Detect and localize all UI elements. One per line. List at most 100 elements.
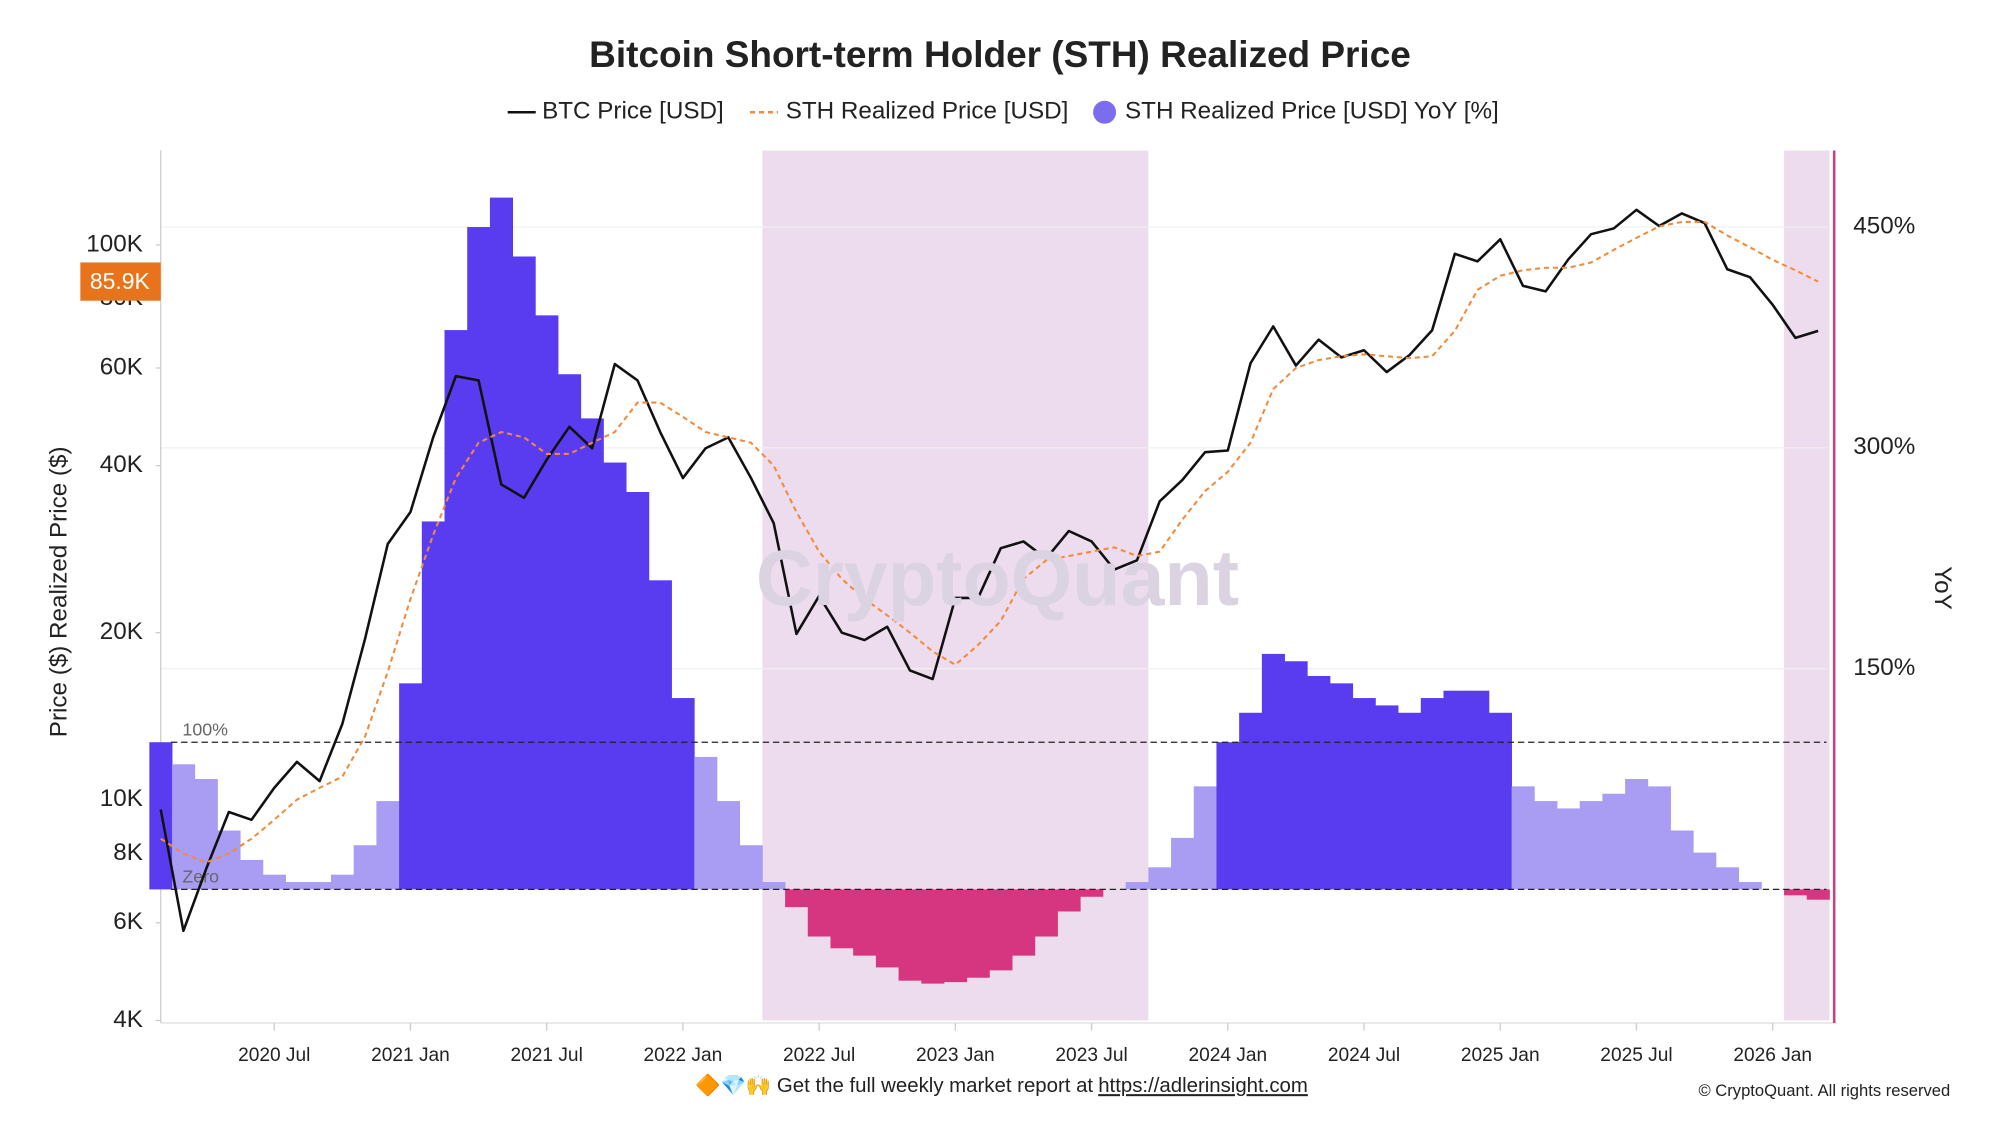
bar (1466, 690, 1490, 890)
bar (989, 889, 1013, 971)
x-tick-label: 2020 Jul (238, 1045, 310, 1066)
y2-axis-label: YoY (1929, 566, 1956, 610)
bar (648, 580, 672, 890)
y2-tick-label: 450% (1853, 212, 1915, 239)
shaded-range (1784, 150, 1830, 1021)
bar (1057, 889, 1081, 912)
y-tick-label: 10K (100, 785, 143, 812)
footer-text: 🔶💎🙌 Get the full weekly market report at (695, 1073, 1093, 1097)
bar (1647, 786, 1671, 890)
legend-label: BTC Price [USD] (542, 98, 724, 125)
bar (830, 889, 854, 949)
bar (1398, 712, 1422, 890)
bar (1738, 882, 1762, 890)
bar (467, 227, 491, 890)
copyright: © CryptoQuant. All rights reserved (1698, 1081, 1950, 1100)
watermark: CryptoQuant (756, 533, 1239, 622)
bar (626, 491, 650, 890)
bar (1806, 889, 1830, 900)
bar (1239, 712, 1263, 890)
bar (1670, 830, 1694, 890)
bar (1171, 837, 1195, 890)
y-tick-label: 100K (86, 230, 143, 257)
bar (194, 779, 218, 890)
bar (376, 801, 400, 890)
bar (240, 859, 264, 890)
y-tick-label: 8K (113, 839, 143, 866)
bar (921, 889, 945, 984)
bar (1511, 786, 1535, 890)
bar (172, 764, 196, 890)
bar (308, 882, 332, 890)
bar (535, 315, 559, 890)
bar (1488, 712, 1512, 890)
bar (285, 882, 309, 890)
bar (1693, 852, 1717, 890)
bar (603, 462, 627, 890)
bar (853, 889, 877, 956)
last-value-badge (80, 262, 161, 301)
y-tick-label: 40K (100, 451, 143, 478)
bar (716, 801, 741, 890)
bar (1375, 705, 1399, 890)
x-tick-label: 2023 Jan (916, 1045, 995, 1066)
y-tick-label: 4K (113, 1006, 143, 1033)
bar (1420, 698, 1444, 890)
y-tick-label: 60K (100, 353, 143, 380)
reference-label: 100% (182, 719, 228, 739)
bar (1034, 889, 1058, 937)
bar (262, 874, 286, 890)
x-tick-label: 2022 Jul (783, 1045, 855, 1066)
bar (1012, 889, 1036, 956)
x-tick-label: 2026 Jan (1733, 1045, 1812, 1066)
legend-label: STH Realized Price [USD] YoY [%] (1125, 98, 1499, 125)
bar (1784, 889, 1808, 896)
line-series (159, 208, 1819, 933)
y2-tick-label: 150% (1853, 654, 1915, 681)
bar (1329, 683, 1354, 890)
bar (1284, 661, 1308, 890)
x-tick-label: 2025 Jul (1600, 1045, 1672, 1066)
bar (399, 683, 423, 890)
bar (1261, 653, 1285, 890)
legend: BTC Price [USD] STH Realized Price [USD]… (507, 98, 1499, 125)
reference-label: Zero (182, 867, 219, 887)
bar (558, 374, 582, 890)
bar (944, 889, 968, 983)
bar (1125, 882, 1149, 890)
line-series (160, 220, 1819, 864)
bar (1602, 793, 1626, 890)
bar (1557, 808, 1581, 890)
x-tick-label: 2022 Jan (644, 1045, 723, 1066)
x-tick-label: 2024 Jan (1188, 1045, 1267, 1066)
bar (1715, 867, 1740, 890)
bar (512, 256, 536, 890)
legend-swatch (1093, 100, 1117, 124)
bar (1307, 675, 1331, 890)
bar (444, 330, 468, 890)
bar (489, 197, 514, 890)
bar (421, 521, 445, 890)
bar (694, 756, 718, 890)
bar (1534, 801, 1558, 890)
shaded-range (762, 150, 1149, 1021)
bar (671, 698, 695, 890)
bar (217, 830, 241, 890)
y2-tick-label: 300% (1853, 433, 1915, 460)
x-tick-label: 2021 Jan (371, 1045, 450, 1066)
bar (353, 845, 377, 890)
chart-title: Bitcoin Short-term Holder (STH) Realized… (589, 34, 1411, 75)
bar (1148, 867, 1172, 890)
bar (580, 418, 604, 890)
bar (1080, 889, 1104, 897)
legend-label: STH Realized Price [USD] (786, 98, 1069, 125)
x-tick-label: 2025 Jan (1461, 1045, 1540, 1066)
bar (1625, 779, 1649, 890)
footer-link[interactable]: https://adlerinsight.com (1098, 1075, 1308, 1097)
x-tick-label: 2024 Jul (1328, 1045, 1400, 1066)
last-value-label: 85.9K (90, 268, 151, 294)
bar (1352, 698, 1376, 890)
bar (1216, 742, 1240, 890)
x-tick-label: 2023 Jul (1055, 1045, 1127, 1066)
